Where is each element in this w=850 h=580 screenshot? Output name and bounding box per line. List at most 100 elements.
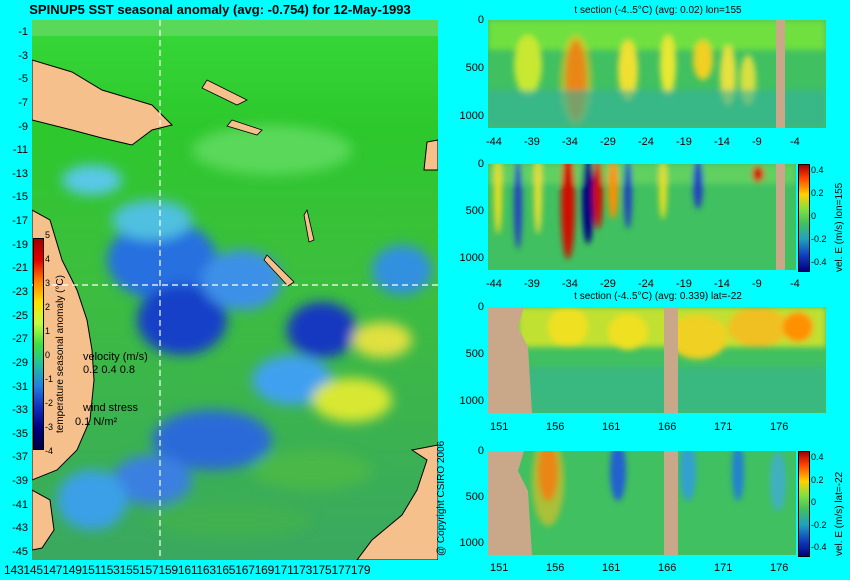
panel1-x-ticks: -44 -39 -34 -29 -24 -19 -14 -9 -4 <box>486 136 826 150</box>
map-lat-tick: -37 <box>12 451 28 464</box>
panel4-x-tick: 166 <box>658 562 677 574</box>
panel4-colorbar-tick: -0.4 <box>811 542 827 552</box>
panel2-colorbar-tick: 0.4 <box>811 165 824 175</box>
panel2-x-tick: -19 <box>676 278 692 290</box>
panel1-x-tick: -9 <box>752 136 762 148</box>
panel3-x-tick: 176 <box>770 421 789 433</box>
panel3-x-ticks: 151 156 161 166 171 176 <box>488 421 826 435</box>
panel4-plot <box>488 451 796 555</box>
velocity-scale: 0.2 0.4 0.8 <box>83 364 135 376</box>
panel2-y-tick: 0 <box>477 158 484 170</box>
panel4-x-ticks: 151 156 161 166 171 176 <box>488 562 796 576</box>
panel2-x-tick: -4 <box>790 278 800 290</box>
panel3-plot <box>488 307 826 413</box>
panel2-plot <box>488 164 796 270</box>
map-colorbar-ticks: 5 4 3 2 1 0 -1 -2 -3 -4 <box>45 230 65 456</box>
map-colorbar-tick: -1 <box>45 374 54 384</box>
wind-stress-scale: 0.1 N/m² <box>75 416 118 428</box>
panel1-y-ticks: 0 500 1000 <box>446 14 486 128</box>
panel1-x-tick: -39 <box>524 136 540 148</box>
panel2-x-tick: -39 <box>524 278 540 290</box>
panel3-y-tick: 0 <box>477 301 484 313</box>
map-lat-tick: -29 <box>12 356 28 369</box>
panel1-x-tick: -29 <box>600 136 616 148</box>
top-band <box>32 20 438 36</box>
new-guinea-land <box>32 59 173 146</box>
panel2-y-tick: 500 <box>465 205 484 217</box>
map-lat-tick: -43 <box>12 522 28 535</box>
main-title: SPINUP5 SST seasonal anomaly (avg: -0.75… <box>29 2 411 17</box>
panel3-y-ticks: 0 500 1000 <box>446 301 486 413</box>
map-colorbar-tick: -4 <box>45 446 54 456</box>
map-colorbar-tick: 4 <box>45 254 51 264</box>
panel1-x-tick: -4 <box>790 136 800 148</box>
panel2-colorbar-tick: -0.2 <box>811 234 827 244</box>
map-lat-tick: -21 <box>12 262 28 275</box>
map-colorbar-tick: 0 <box>45 350 51 360</box>
panel2-x-tick: -9 <box>752 278 762 290</box>
panel3-x-tick: 156 <box>546 421 565 433</box>
map-lat-tick: -27 <box>12 333 28 346</box>
panel3-x-tick: 161 <box>602 421 621 433</box>
panel4-y-ticks: 0 500 1000 <box>446 445 486 555</box>
panel3-y-tick: 1000 <box>459 395 484 407</box>
new-zealand-land <box>356 444 438 560</box>
panel4-colorbar <box>798 451 810 557</box>
panel4-colorbar-tick: 0 <box>811 497 817 507</box>
panel4-y-tick: 0 <box>477 445 484 457</box>
panel3-x-tick: 166 <box>658 421 677 433</box>
map-lat-tick: -39 <box>12 475 28 488</box>
map-lat-tick: -31 <box>12 380 28 393</box>
panel2-colorbar-tick: 0 <box>811 211 817 221</box>
islands <box>201 79 315 287</box>
map-latitude-ticks: -1 -3 -5 -7 -9 -11 -13 -15 -17 -19 -21 -23 -25 -27 -29… <box>0 20 30 560</box>
map-lat-tick: -1 <box>18 26 28 38</box>
map-lat-tick: -7 <box>18 96 28 109</box>
panel2-colorbar-tick: 0.2 <box>811 188 824 198</box>
panel1-plot <box>488 20 826 128</box>
map-lat-tick: -19 <box>12 238 28 251</box>
panel3-y-tick: 500 <box>465 348 484 360</box>
panel2-x-tick: -24 <box>638 278 654 290</box>
panel2-x-ticks: -44 -39 -34 -29 -24 -19 -14 -9 -4 <box>486 278 800 292</box>
tasmania-land <box>32 489 55 551</box>
map-lat-tick: -33 <box>12 404 28 417</box>
map-lat-tick: -15 <box>12 191 28 204</box>
map-lat-tick: -45 <box>12 546 28 558</box>
island-land <box>423 139 438 171</box>
map-lat-tick: -11 <box>12 144 28 157</box>
panel4-colorbar-label: vel. E (m/s) lat=-22 <box>834 471 845 556</box>
sst-map <box>32 20 438 560</box>
panel1-x-tick: -24 <box>638 136 654 148</box>
panel4-colorbar-ticks: 0.4 0.2 0 -0.2 -0.4 <box>811 451 841 555</box>
panel1-y-tick: 1000 <box>459 110 484 122</box>
panel1-x-tick: -34 <box>562 136 578 148</box>
map-colorbar-tick: 3 <box>45 278 51 288</box>
panel2-x-tick: -34 <box>562 278 578 290</box>
panel2-colorbar-ticks: 0.4 0.2 0 -0.2 -0.4 <box>811 164 841 270</box>
map-colorbar-tick: 5 <box>45 230 51 240</box>
panel3-x-tick: 171 <box>714 421 733 433</box>
map-lat-tick: -17 <box>12 215 28 228</box>
map-lat-tick: -9 <box>18 120 28 133</box>
panel1-y-tick: 500 <box>465 62 484 74</box>
australia-land <box>32 209 95 481</box>
panel4-x-tick: 161 <box>602 562 621 574</box>
panel2-colorbar-label: vel. E (m/s) lon=155 <box>834 182 845 272</box>
panel1-x-tick: -19 <box>676 136 692 148</box>
land <box>32 59 438 560</box>
panel4-x-tick: 156 <box>546 562 565 574</box>
map-colorbar-label: temperature seasonal anomaly (°C) <box>55 275 66 433</box>
panel1-title: t section (-4..5°C) (avg: 0.02) lon=155 <box>574 5 742 16</box>
panel2-x-tick: -14 <box>714 278 730 290</box>
map-lat-tick: -5 <box>18 73 28 86</box>
panel1-x-tick: -14 <box>714 136 730 148</box>
map-colorbar-tick: 2 <box>45 302 51 312</box>
panel4-x-tick: 176 <box>770 562 789 574</box>
panel2-x-tick: -44 <box>486 278 502 290</box>
panel4-colorbar-tick: 0.2 <box>811 474 824 485</box>
panel4-x-tick: 171 <box>714 562 733 574</box>
panel4-y-tick: 500 <box>465 491 484 503</box>
map-colorbar-tick: -2 <box>45 398 54 408</box>
map-lat-tick: -25 <box>12 309 28 322</box>
